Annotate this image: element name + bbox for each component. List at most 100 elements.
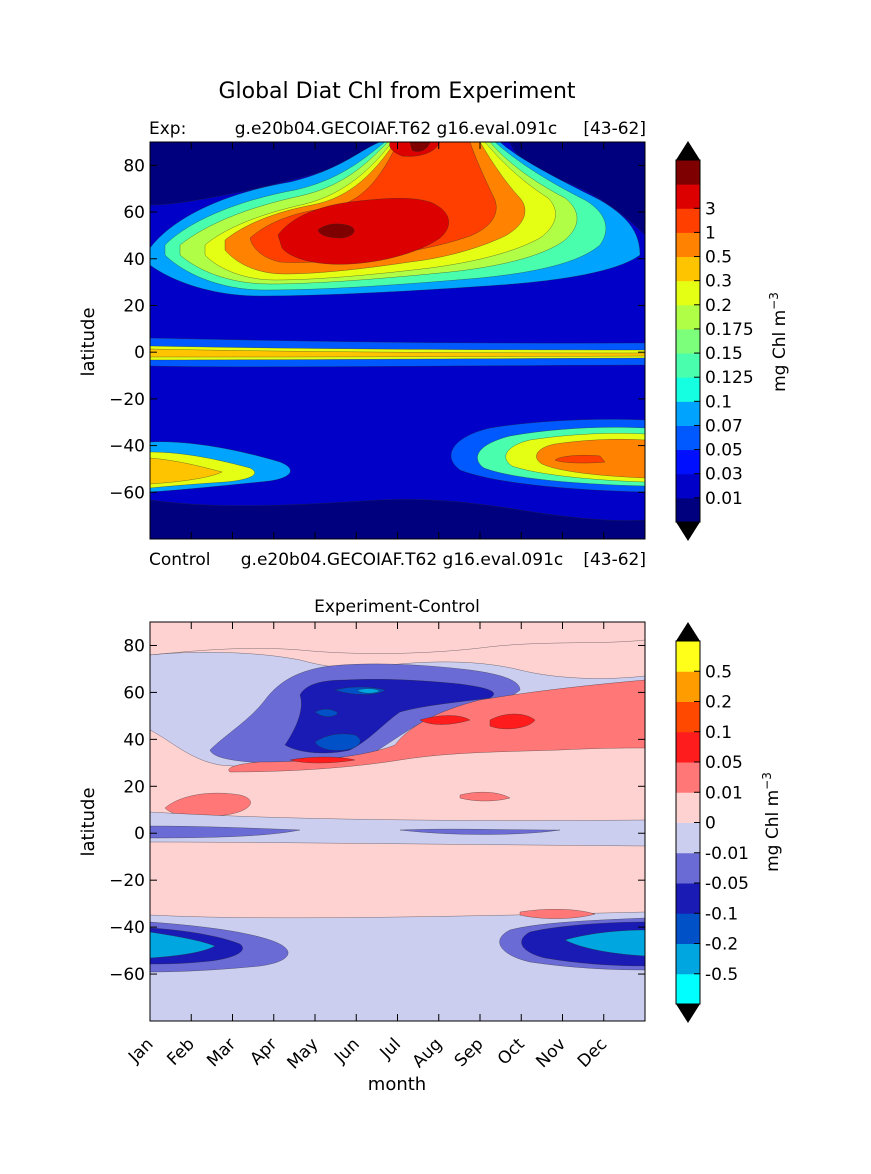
bottom-panel: Control g.e20b04.GECOIAF.T62 g16.eval.09… <box>78 550 646 1095</box>
month-tick-label: Apr <box>246 1034 281 1069</box>
month-tick-label: Mar <box>203 1034 240 1071</box>
top-y-axis: 80 60 40 20 0 −20 −40 −60 <box>109 156 645 503</box>
top-y-tick-label: 20 <box>123 296 145 316</box>
top-y-tick-label: −60 <box>109 483 145 503</box>
top-colorbar-tick-label: 0.1 <box>705 392 732 412</box>
top-colorbar-cell <box>676 425 700 451</box>
bottom-colorbar-tick-label: -0.2 <box>705 935 738 955</box>
top-colorbar-tick-label: 0.125 <box>705 368 754 388</box>
bottom-y-tick-label: −60 <box>109 965 145 985</box>
region-south-neg-2 <box>150 917 645 973</box>
bottom-colorbar-cell <box>676 671 700 702</box>
bottom-xlabel: month <box>368 1074 426 1095</box>
bottom-y-tick-label: 0 <box>134 824 145 844</box>
bottom-colorbar-cell <box>676 883 700 914</box>
bottom-y-tick-label: 40 <box>123 730 145 750</box>
bottom-colorbar-cell <box>676 762 700 793</box>
bottom-colorbar-tick-label: 0.1 <box>705 723 732 743</box>
month-tick-label: May <box>284 1034 323 1073</box>
bottom-colorbar-tick-label: 0.05 <box>705 753 743 773</box>
top-x-axis <box>149 142 605 539</box>
bottom-colorbar-labels: -0.5 -0.2 -0.1 -0.05 -0.01 0 0.01 0.05 0.1 0.2 0.5 <box>694 662 749 985</box>
top-colorbar-cell <box>676 497 700 523</box>
bottom-colorbar-cell <box>676 641 700 672</box>
region-mid-pos-2 <box>289 713 536 764</box>
bottom-colorbar-cell <box>676 701 700 733</box>
top-colorbar-cell <box>676 208 700 233</box>
bottom-colorbar-tick-label: -0.5 <box>705 965 738 985</box>
top-colorbar-cell <box>676 160 700 185</box>
bottom-subtitle: Experiment-Control <box>314 597 480 617</box>
svg-text:mg Chl m−3: mg Chl m−3 <box>760 772 783 872</box>
top-title-left: Exp: <box>149 119 186 139</box>
region-southwest-bloom-3 <box>150 457 223 485</box>
bottom-header-right: [43-62] <box>583 550 646 570</box>
top-title-right: [43-62] <box>583 119 646 139</box>
bottom-y-tick-label: −20 <box>109 871 145 891</box>
region-south-pos <box>519 908 596 919</box>
top-colorbar: 0.01 0.03 0.05 0.07 0.1 0.125 0.15 0.175 0.2 0.3 0… <box>675 141 790 541</box>
top-title-center: g.e20b04.GECOIAF.T62 g16.eval.091c <box>235 119 557 139</box>
svg-text:mg Chl m−3: mg Chl m−3 <box>767 292 790 392</box>
month-tick-label: Jul <box>376 1034 405 1063</box>
bottom-colorbar-tick-label: 0 <box>705 814 716 834</box>
bottom-colorbar-cell <box>676 731 700 763</box>
month-tick-label: Sep <box>451 1034 488 1071</box>
bottom-header-left: Control <box>149 550 210 570</box>
top-y-tick-label: −20 <box>109 390 145 410</box>
bottom-colorbar-cells <box>675 640 701 1005</box>
region-south-neg-4 <box>150 929 645 959</box>
region-south-neg-3 <box>150 921 645 967</box>
region-antarctic <box>150 499 645 539</box>
top-colorbar-tick-label: 0.175 <box>705 320 754 340</box>
bottom-y-tick-label: 20 <box>123 777 145 797</box>
month-tick-label: Jan <box>124 1034 157 1067</box>
bottom-colorbar-tick-label: -0.05 <box>705 874 749 894</box>
bottom-colorbar-tick-label: -0.1 <box>705 904 738 924</box>
top-colorbar-title: mg Chl m−3 <box>767 292 790 392</box>
top-colorbar-cell <box>676 184 700 209</box>
top-colorbar-cell <box>676 473 700 499</box>
top-colorbar-tick-label: 0.5 <box>705 248 732 268</box>
bottom-y-tick-label: −40 <box>109 918 145 938</box>
region-north-neg-4 <box>314 686 386 751</box>
bottom-colorbar-cell <box>676 943 700 975</box>
top-colorbar-tick-label: 1 <box>705 223 716 243</box>
bottom-colorbar-cell <box>676 852 700 884</box>
top-colorbar-cell <box>676 328 700 354</box>
top-colorbar-label-exponent: −3 <box>767 292 781 310</box>
bottom-colorbar-label: mg Chl m <box>763 790 783 872</box>
top-colorbar-tick-label: 0.03 <box>705 465 743 485</box>
top-y-tick-label: 60 <box>123 203 145 223</box>
bottom-colorbar-tick-label: 0.2 <box>705 693 732 713</box>
top-y-tick-label: −40 <box>109 437 145 457</box>
bottom-colorbar-tick-label: -0.01 <box>705 844 749 864</box>
top-colorbar-over-triangle <box>676 141 700 160</box>
top-colorbar-label: mg Chl m <box>770 310 790 392</box>
region-north-neg-5 <box>357 688 381 694</box>
month-tick-label: Jun <box>330 1034 364 1068</box>
bottom-colorbar-title: mg Chl m−3 <box>760 772 783 872</box>
top-colorbar-tick-label: 0.07 <box>705 416 743 436</box>
top-colorbar-tick-label: 0.15 <box>705 344 743 364</box>
bottom-contour-field <box>150 622 645 1021</box>
top-colorbar-cell <box>676 377 700 402</box>
bottom-colorbar-cell <box>676 792 700 823</box>
bottom-colorbar: -0.5 -0.2 -0.1 -0.05 -0.01 0 0.01 0.05 0.1 0.2 0.5… <box>675 622 783 1023</box>
top-y-tick-label: 40 <box>123 250 145 270</box>
month-tick-label: Aug <box>409 1034 447 1072</box>
month-tick-label: Oct <box>494 1034 529 1069</box>
top-colorbar-under-triangle <box>676 522 700 541</box>
top-colorbar-cell <box>676 232 700 258</box>
bottom-ylabel: latitude <box>78 787 99 856</box>
top-y-tick-label: 0 <box>134 343 145 363</box>
month-tick-label: Feb <box>163 1034 198 1069</box>
top-colorbar-labels: 0.01 0.03 0.05 0.07 0.1 0.125 0.15 0.175 0.2 0.3 0… <box>694 199 754 509</box>
top-panel: Exp: g.e20b04.GECOIAF.T62 g16.eval.091c … <box>78 119 646 540</box>
top-colorbar-cell <box>676 280 700 306</box>
bottom-y-axis: 80 60 40 20 0 −20 −40 −60 <box>109 636 645 985</box>
bottom-colorbar-cell <box>676 822 700 854</box>
top-ylabel: latitude <box>78 307 99 376</box>
top-colorbar-tick-label: 0.01 <box>705 489 743 509</box>
